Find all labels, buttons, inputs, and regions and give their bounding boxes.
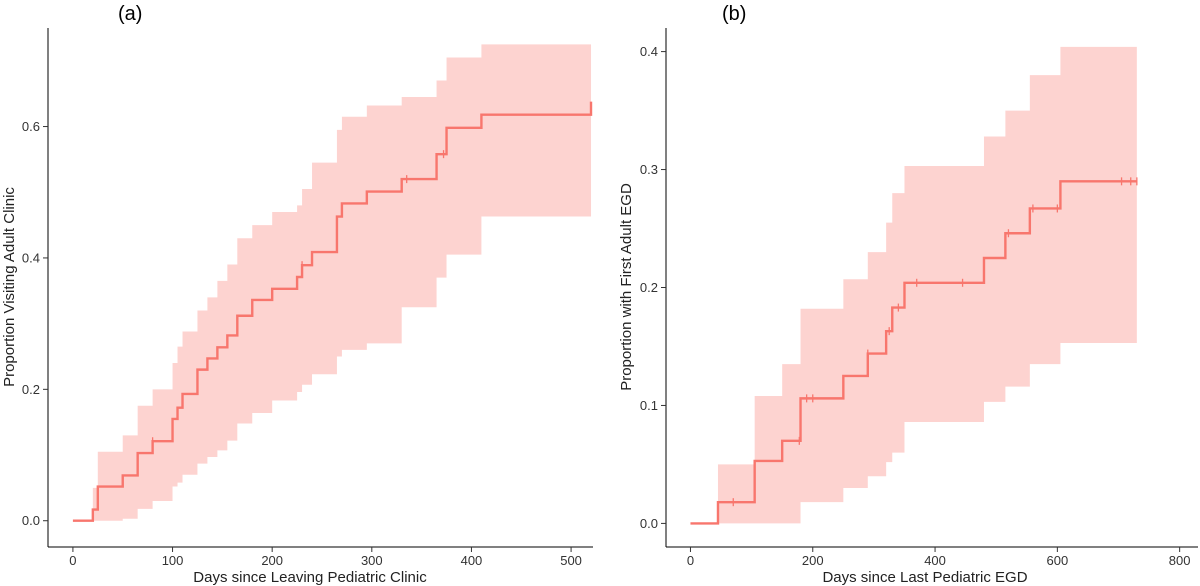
panel-b-confidence-band: [690, 46, 1137, 524]
panel-b-x-tick-label: 200: [802, 553, 824, 568]
panel-a-y-ticks: 0.0 0.2 0.4 0.6: [22, 119, 48, 528]
panel-b-x-tick-label: 400: [924, 553, 946, 568]
panel-b-x-axis-title: Days since Last Pediatric EGD: [822, 569, 1027, 586]
panel-a-x-tick-label: 500: [560, 553, 582, 568]
panel-b-x-tick-label: 800: [1169, 553, 1191, 568]
panel-b-y-tick-label: 0.3: [640, 162, 658, 177]
panel-a-x-axis-title: Days since Leaving Pediatric Clinic: [193, 569, 427, 586]
panel-b-y-tick-label: 0.4: [640, 44, 658, 59]
panel-b-x-tick-label: 0: [687, 553, 694, 568]
panel-b-plot-area: [690, 46, 1138, 525]
panel-b-y-tick-label: 0.0: [640, 516, 658, 531]
panel-b-label: (b): [722, 3, 746, 25]
panel-b-y-tick-label: 0.2: [640, 280, 658, 295]
panel-a-y-tick-label: 0.0: [22, 513, 40, 528]
panel-a-y-axis-title: Proportion Visiting Adult Clinic: [1, 187, 18, 387]
panel-a-step-line: [72, 101, 593, 522]
panel-a-plot-area: [72, 31, 593, 522]
panel-a-x-tick-label: 300: [361, 553, 383, 568]
panel-b-step-line: [690, 180, 1137, 525]
panel-a-x-tick-label: 400: [461, 553, 483, 568]
panel-a-label: (a): [118, 3, 142, 25]
panel-b-y-ticks: 0.0 0.1 0.2 0.3 0.4: [640, 44, 666, 531]
panel-a-confidence-band: [72, 31, 592, 521]
panel-a-y-tick-label: 0.6: [22, 119, 40, 134]
panel-a-x-tick-label: 0: [69, 553, 76, 568]
panel-b-y-tick-label: 0.1: [640, 398, 658, 413]
panel-a-x-tick-label: 200: [261, 553, 283, 568]
panel-a-x-ticks: 0 100 200 300 400 500: [69, 547, 582, 568]
panel-b-x-tick-label: 600: [1047, 553, 1069, 568]
panel-b: (b) 0 200 400 600 800 0.0 0.1 0.2 0.3 0.4 Days s…: [618, 3, 1198, 586]
panel-a-y-tick-label: 0.2: [22, 382, 40, 397]
panel-a-x-tick-label: 100: [162, 553, 184, 568]
panel-b-x-ticks: 0 200 400 600 800: [687, 547, 1191, 568]
panel-a: (a) 0 100 200 300 400 500 0.0 0.2 0.4 0.6 Days s…: [1, 3, 593, 586]
panel-b-y-axis-title: Proportion with First Adult EGD: [618, 183, 635, 391]
panel-a-y-tick-label: 0.4: [22, 250, 40, 265]
